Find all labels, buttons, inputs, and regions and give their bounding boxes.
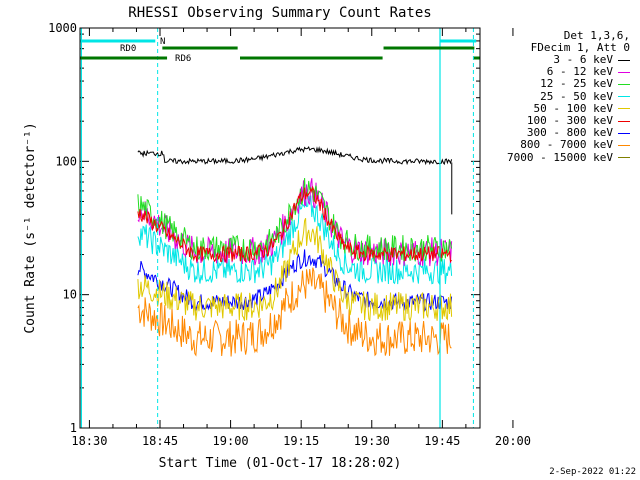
legend-entry: 6 - 12 keV [546,65,630,79]
legend-entry: 800 - 7000 keV [520,139,630,151]
y-axis-label: Count Rate (s⁻¹ detector⁻¹) [23,122,38,333]
legend-swatch [618,108,630,110]
legend-entry: 100 - 300 keV [526,114,630,127]
x-tick-label: 20:00 [495,434,531,448]
legend-swatch [618,83,630,85]
footer-timestamp: 2-Sep-2022 01:22 [549,467,636,477]
legend-swatch [618,59,630,61]
x-tick-label: 19:15 [283,434,319,448]
legend-entry: 25 - 50 keV [540,89,630,103]
chart-title: RHESSI Observing Summary Count Rates [128,5,431,21]
y-tick-label: 1000 [48,21,77,35]
legend-label: 12 - 25 keV [540,77,613,91]
rd6-label: RD6 [175,54,191,64]
legend-swatch [618,120,630,122]
legend-swatch [618,157,630,159]
plot-frame [79,27,481,429]
legend-label: 3 - 6 keV [553,53,613,66]
legend-entry: 50 - 100 keV [533,101,630,115]
series-line [137,195,453,286]
legend-entry: 3 - 6 keV [553,53,630,66]
y-tick-label: 10 [63,288,77,302]
legend-entry: 300 - 800 keV [526,126,630,140]
x-tick-label: 19:45 [424,434,460,448]
legend-label: 300 - 800 keV [526,126,613,140]
legend-header-line-2: FDecim 1, Att 0 [530,41,630,54]
legend-label: 6 - 12 keV [546,65,613,79]
legend: Det 1,3,6, FDecim 1, Att 0 3 - 6 keV 6 - … [480,29,630,180]
y-tick-label: 1 [70,421,77,435]
x-tick-label: 18:30 [71,434,107,448]
series-line [137,185,452,264]
legend-label: 800 - 7000 keV [520,138,613,152]
legend-entry: 12 - 25 keV [540,78,630,90]
rd0-label: RD0 [120,44,136,54]
legend-swatch [618,71,630,73]
x-tick-label: 19:30 [354,434,390,448]
legend-swatch [618,144,630,146]
legend-label: 7000 - 15000 keV [507,150,613,164]
series-line [137,145,453,166]
x-axis-label: Start Time (01-Oct-17 18:28:02) [159,456,402,471]
x-tick-label: 19:00 [213,434,249,448]
legend-entry: 7000 - 15000 keV [507,150,630,164]
legend-header-line-1: Det 1,3,6, [563,29,630,42]
legend-swatch [618,132,630,134]
legend-label: 50 - 100 keV [533,101,613,115]
night-label: N [160,37,165,47]
legend-label: 100 - 300 keV [526,114,613,127]
legend-label: 25 - 50 keV [540,89,613,103]
legend-swatch [618,96,630,98]
series-line [137,267,452,357]
x-tick-label: 18:45 [142,434,178,448]
y-tick-label: 100 [55,154,77,168]
series-line [137,218,453,323]
